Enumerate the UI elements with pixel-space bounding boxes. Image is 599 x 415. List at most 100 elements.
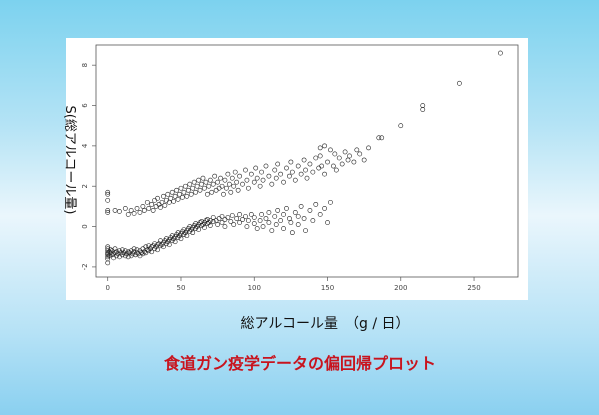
data-point xyxy=(171,198,177,204)
data-point xyxy=(125,249,131,255)
data-point xyxy=(266,220,272,225)
data-point xyxy=(234,216,240,221)
data-point xyxy=(287,216,292,221)
data-point xyxy=(260,224,266,229)
data-point xyxy=(303,167,308,173)
data-point xyxy=(225,171,231,177)
data-point xyxy=(231,222,237,227)
data-point xyxy=(119,247,125,253)
x-tick-label: 150 xyxy=(321,284,334,292)
data-point xyxy=(163,236,169,242)
data-point xyxy=(180,194,185,200)
data-point xyxy=(155,247,160,253)
data-point xyxy=(105,244,111,250)
data-point xyxy=(333,167,339,173)
data-point xyxy=(196,177,201,183)
data-point xyxy=(229,175,235,181)
data-point xyxy=(210,215,216,220)
data-point xyxy=(178,185,184,191)
data-point xyxy=(288,220,294,225)
data-point xyxy=(168,195,174,201)
data-point xyxy=(169,233,175,239)
data-point xyxy=(263,216,269,221)
data-point xyxy=(144,199,150,205)
data-point xyxy=(159,199,165,205)
y-tick-label: -2 xyxy=(81,263,89,270)
data-point xyxy=(141,208,147,213)
data-point xyxy=(165,191,171,197)
data-point xyxy=(259,169,264,175)
data-point xyxy=(144,247,150,253)
data-point xyxy=(232,169,238,175)
data-point xyxy=(273,222,279,227)
data-point xyxy=(281,226,286,231)
data-point xyxy=(184,233,190,239)
data-point xyxy=(284,206,289,211)
data-point xyxy=(272,214,278,219)
data-point xyxy=(181,227,187,232)
data-point xyxy=(105,260,111,266)
data-point xyxy=(317,145,323,151)
data-point xyxy=(345,157,351,163)
data-point xyxy=(178,236,184,242)
data-point xyxy=(137,210,143,215)
data-point xyxy=(317,153,323,159)
data-point xyxy=(420,103,426,108)
data-point xyxy=(224,185,229,191)
data-point xyxy=(269,181,275,187)
data-point xyxy=(248,171,254,177)
data-point xyxy=(105,197,111,203)
data-point xyxy=(398,123,404,129)
data-point xyxy=(304,175,310,181)
data-point xyxy=(278,218,284,223)
data-point xyxy=(221,191,226,197)
data-point xyxy=(125,212,131,217)
data-point xyxy=(251,221,257,226)
y-tick-label: 2 xyxy=(81,184,89,188)
data-point xyxy=(203,179,209,185)
data-point xyxy=(336,155,342,161)
data-point xyxy=(298,203,304,209)
data-point xyxy=(172,239,178,245)
data-point xyxy=(207,218,213,223)
data-point xyxy=(175,230,181,236)
data-point xyxy=(207,223,213,228)
data-point xyxy=(162,202,168,208)
data-point xyxy=(222,177,228,183)
data-point xyxy=(158,243,163,249)
data-point xyxy=(234,179,240,185)
data-point xyxy=(229,213,235,218)
data-point xyxy=(228,219,234,224)
data-point xyxy=(347,153,352,159)
x-axis-label: 総アルコール量 （g / 日） xyxy=(240,316,410,332)
data-point xyxy=(134,247,140,253)
data-point xyxy=(292,177,298,183)
data-point xyxy=(237,220,242,225)
data-point xyxy=(266,173,272,179)
data-point xyxy=(155,195,160,201)
data-point xyxy=(202,225,207,230)
data-point xyxy=(105,208,111,213)
data-point xyxy=(175,196,181,202)
data-point xyxy=(342,149,348,155)
data-point xyxy=(328,147,333,153)
data-point xyxy=(361,157,367,163)
data-point xyxy=(269,228,275,233)
data-point xyxy=(257,183,263,189)
data-point xyxy=(225,215,231,220)
data-point xyxy=(166,242,172,248)
data-point xyxy=(166,199,172,205)
data-point xyxy=(218,175,223,181)
data-point xyxy=(131,211,137,216)
data-point xyxy=(200,175,206,181)
data-point xyxy=(263,163,269,169)
data-point xyxy=(376,135,382,141)
data-point xyxy=(161,244,166,250)
y-tick-label: 0 xyxy=(81,224,89,228)
data-point xyxy=(158,204,163,210)
data-point xyxy=(108,247,114,253)
data-point xyxy=(161,193,166,199)
data-point xyxy=(251,179,257,185)
data-point xyxy=(266,210,272,215)
data-point xyxy=(188,191,194,197)
